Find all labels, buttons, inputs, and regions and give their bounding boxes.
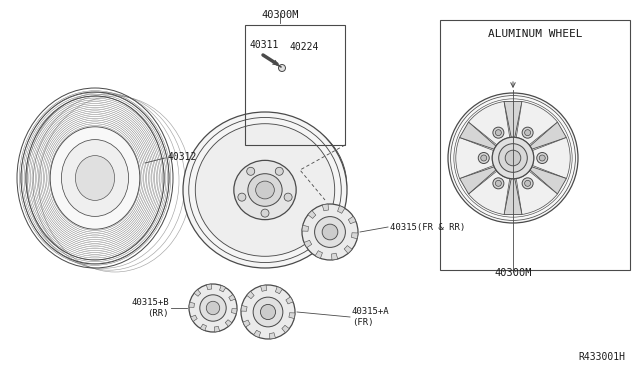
- Circle shape: [315, 217, 346, 247]
- Ellipse shape: [207, 119, 347, 251]
- Wedge shape: [302, 225, 308, 231]
- Text: 40311: 40311: [250, 40, 280, 50]
- Wedge shape: [260, 285, 266, 291]
- Ellipse shape: [255, 181, 275, 199]
- Wedge shape: [189, 302, 195, 307]
- Wedge shape: [191, 315, 197, 321]
- Ellipse shape: [248, 174, 282, 206]
- Wedge shape: [220, 285, 226, 292]
- Wedge shape: [247, 291, 254, 299]
- Circle shape: [481, 155, 487, 161]
- Circle shape: [493, 127, 504, 138]
- Wedge shape: [253, 330, 260, 337]
- Circle shape: [495, 130, 501, 136]
- Wedge shape: [351, 233, 358, 239]
- Wedge shape: [243, 320, 250, 327]
- Circle shape: [537, 153, 548, 164]
- Wedge shape: [269, 333, 275, 339]
- Bar: [440, 20, 630, 270]
- Circle shape: [246, 167, 255, 175]
- Circle shape: [200, 295, 226, 321]
- Ellipse shape: [50, 127, 140, 229]
- Circle shape: [278, 64, 285, 71]
- Bar: [245, 25, 345, 145]
- Wedge shape: [516, 102, 557, 145]
- Text: 40312: 40312: [167, 152, 196, 162]
- Circle shape: [284, 193, 292, 201]
- Polygon shape: [530, 122, 566, 149]
- Text: 40315(FR & RR): 40315(FR & RR): [390, 222, 465, 231]
- Wedge shape: [308, 211, 316, 218]
- Wedge shape: [282, 325, 289, 333]
- Wedge shape: [468, 102, 509, 145]
- Wedge shape: [516, 171, 557, 215]
- Wedge shape: [532, 138, 570, 179]
- Wedge shape: [468, 171, 509, 215]
- Circle shape: [448, 93, 578, 223]
- Polygon shape: [504, 179, 522, 215]
- Text: 40315+A
(FR): 40315+A (FR): [352, 307, 390, 327]
- Circle shape: [478, 153, 489, 164]
- Wedge shape: [194, 290, 201, 296]
- Ellipse shape: [183, 112, 347, 268]
- Text: R433001H: R433001H: [578, 352, 625, 362]
- Text: 40224: 40224: [290, 42, 319, 52]
- Circle shape: [189, 284, 237, 332]
- Wedge shape: [241, 305, 247, 311]
- Text: 40300M: 40300M: [494, 268, 532, 278]
- Circle shape: [206, 301, 220, 315]
- Wedge shape: [344, 246, 352, 253]
- Wedge shape: [286, 297, 293, 304]
- Circle shape: [241, 285, 295, 339]
- Circle shape: [261, 209, 269, 217]
- Circle shape: [493, 178, 504, 189]
- Wedge shape: [214, 326, 220, 332]
- Text: 40300M: 40300M: [261, 10, 299, 20]
- Polygon shape: [460, 167, 496, 194]
- Circle shape: [492, 137, 534, 179]
- Circle shape: [525, 180, 531, 186]
- Circle shape: [238, 193, 246, 201]
- Wedge shape: [289, 313, 295, 318]
- Circle shape: [275, 167, 284, 175]
- Circle shape: [253, 297, 283, 327]
- Wedge shape: [200, 324, 207, 331]
- Wedge shape: [315, 251, 323, 258]
- Wedge shape: [332, 253, 338, 260]
- Wedge shape: [337, 206, 345, 214]
- Ellipse shape: [195, 124, 335, 256]
- Polygon shape: [530, 167, 566, 194]
- Circle shape: [302, 204, 358, 260]
- Wedge shape: [225, 320, 232, 326]
- Ellipse shape: [234, 160, 296, 219]
- Text: 40315+B
(RR): 40315+B (RR): [131, 298, 169, 318]
- Circle shape: [540, 155, 545, 161]
- Circle shape: [260, 304, 276, 320]
- Text: ALUMINUM WHEEL: ALUMINUM WHEEL: [488, 29, 582, 39]
- Circle shape: [522, 178, 533, 189]
- Circle shape: [525, 130, 531, 136]
- Wedge shape: [348, 217, 356, 224]
- Circle shape: [322, 224, 338, 240]
- Wedge shape: [323, 204, 328, 211]
- Ellipse shape: [61, 140, 129, 217]
- Circle shape: [522, 127, 533, 138]
- Polygon shape: [504, 102, 522, 137]
- Ellipse shape: [76, 155, 115, 201]
- Wedge shape: [456, 138, 493, 179]
- Circle shape: [499, 144, 527, 172]
- Wedge shape: [275, 287, 282, 294]
- Circle shape: [505, 150, 521, 166]
- Circle shape: [315, 227, 325, 237]
- Wedge shape: [206, 284, 212, 290]
- Wedge shape: [228, 295, 236, 301]
- Wedge shape: [304, 240, 312, 248]
- Polygon shape: [460, 122, 496, 149]
- Circle shape: [495, 180, 501, 186]
- Wedge shape: [232, 309, 237, 314]
